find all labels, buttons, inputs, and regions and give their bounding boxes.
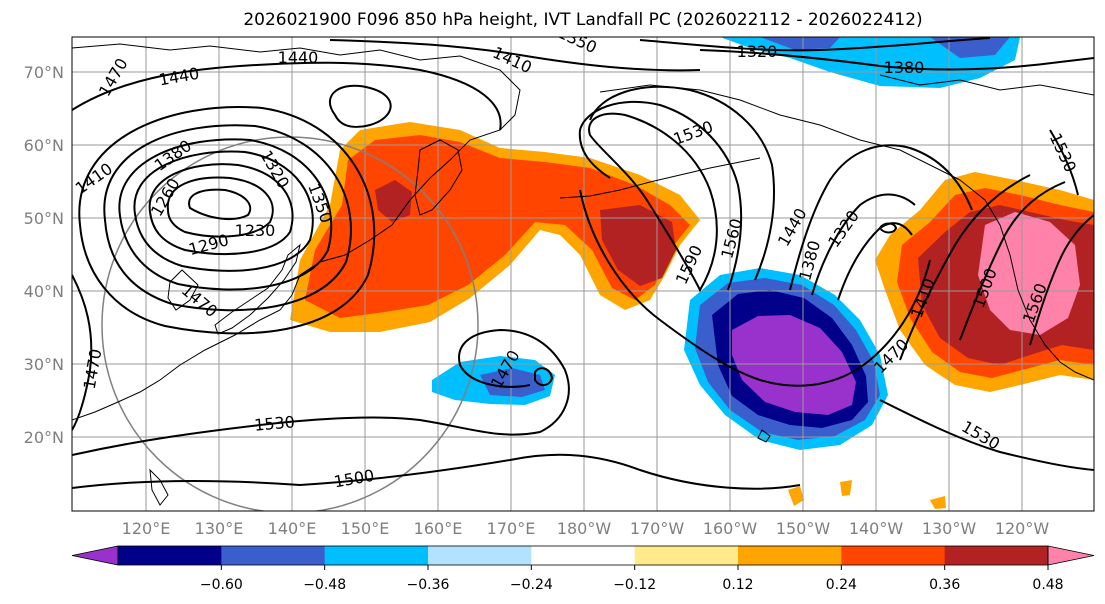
contour-1470-small <box>534 367 554 386</box>
lon-label: 170°W <box>630 519 685 538</box>
coast-hawaii <box>757 429 771 443</box>
figure-title: 2026021900 F096 850 hPa height, IVT Land… <box>243 10 922 30</box>
contour-label: 1380 <box>884 58 925 77</box>
contour-label: 1530 <box>253 412 295 434</box>
lon-label: 120°W <box>995 519 1050 538</box>
negative-region-south-core <box>480 368 545 397</box>
contour-label: 1440 <box>278 48 319 67</box>
lon-label: 150°E <box>341 519 390 538</box>
contour-1320-north <box>639 37 991 52</box>
negative-region-north-core <box>760 37 1010 58</box>
contour-1380-trough <box>811 193 916 296</box>
map-frame <box>71 36 1095 512</box>
lat-label: 40°N <box>24 282 64 301</box>
colorbar-segment <box>634 546 739 565</box>
colorbar-segment <box>428 546 532 565</box>
contour-1230 <box>188 188 252 221</box>
lat-label: 60°N <box>24 136 64 155</box>
contour-1350-small <box>878 222 898 234</box>
colorbar-extend-high <box>1047 545 1095 566</box>
latitude-labels: 70°N 60°N 50°N 40°N 30°N 20°N <box>24 63 64 447</box>
contour-label: 1320 <box>737 42 778 61</box>
contour-1320-low <box>133 150 314 272</box>
colorbar-tick-label: 0.24 <box>826 577 857 593</box>
lon-label: 170°E <box>487 519 536 538</box>
contour-1410-east <box>899 174 1031 361</box>
contour-1470-ridge <box>579 189 931 387</box>
colorbar-segment <box>221 546 326 565</box>
lon-label: 180°W <box>557 519 612 538</box>
contour-1560 <box>578 100 743 291</box>
colorbar-segment <box>118 546 222 565</box>
contour-1470-west <box>72 274 93 431</box>
contour-1440-ridge <box>72 61 502 131</box>
contour-1290 <box>148 163 294 255</box>
colorbar-segment <box>531 546 636 565</box>
lon-label: 140°E <box>268 519 317 538</box>
contour-1410-low <box>78 106 376 335</box>
colorbar-tick-label: −0.24 <box>510 577 553 593</box>
colorbar: −0.60 −0.48 −0.36 −0.24 −0.12 0.12 0.24 0.36 0.4… <box>71 545 1095 593</box>
negative-region-central-core <box>732 315 856 415</box>
positive-region-west-core-a <box>375 180 412 222</box>
colorbar-tick-label: −0.12 <box>613 577 656 593</box>
coast-philippines <box>149 468 169 506</box>
colorbar-tick-label: 0.48 <box>1032 577 1063 593</box>
lat-label: 50°N <box>24 209 64 228</box>
lon-label: 130°E <box>195 519 244 538</box>
contour-1380-north <box>699 49 1094 71</box>
longitude-labels: 120°E 130°E 140°E 150°E 160°E 170°E 180°… <box>122 519 1050 538</box>
colorbar-segment <box>841 546 946 565</box>
colorbar-segment <box>738 546 842 565</box>
colorbar-tick-label: 0.12 <box>722 577 753 593</box>
coast-kamchatka <box>414 139 463 216</box>
contour-1590 <box>588 112 718 293</box>
positive-region-west-mid <box>305 135 690 318</box>
contour-1350-closed <box>329 84 392 128</box>
coast-china <box>72 294 293 421</box>
contour-1410-north <box>329 39 701 72</box>
contour-1500-south <box>72 453 801 490</box>
colorbar-tick-label: 0.36 <box>929 577 960 593</box>
contour-1530-mid <box>589 85 775 281</box>
lon-label: 130°W <box>922 519 977 538</box>
coast-asia-north <box>72 43 521 296</box>
contour-1500-east <box>959 181 1066 341</box>
lon-label: 160°E <box>414 519 463 538</box>
contour-1560-east <box>1029 214 1094 346</box>
colorbar-tick-label: −0.60 <box>200 577 243 593</box>
ivt-shading <box>290 37 1094 509</box>
positive-region-east-core <box>978 212 1080 335</box>
contour-1530-east <box>879 399 1094 471</box>
lat-label: 70°N <box>24 63 64 82</box>
coast-aleutians <box>559 157 761 199</box>
lon-label: 120°E <box>122 519 171 538</box>
coast-korea <box>167 269 199 311</box>
contour-1530-south <box>72 328 570 456</box>
colorbar-extend-low <box>71 545 119 566</box>
colorbar-segment <box>324 546 429 565</box>
lon-label: 150°W <box>776 519 831 538</box>
lon-label: 160°W <box>703 519 758 538</box>
map-panel: 1470 1440 1440 1410 1350 1320 1380 1530 … <box>72 37 1094 511</box>
contour-1440-trough <box>789 144 973 291</box>
contour-1260 <box>166 176 274 238</box>
lon-label: 140°W <box>849 519 904 538</box>
lat-label: 30°N <box>24 355 64 374</box>
coast-north-america <box>959 179 1094 381</box>
contour-1350-low <box>118 138 333 291</box>
contour-1530-ne <box>1049 129 1079 196</box>
coast-arctic <box>879 74 1094 96</box>
colorbar-tick-label: −0.48 <box>303 577 346 593</box>
coastlines <box>72 43 1094 506</box>
contour-label: 1230 <box>235 221 276 240</box>
colorbar-segment <box>944 546 1049 565</box>
colorbar-outline <box>117 545 1049 566</box>
lat-label: 20°N <box>24 428 64 447</box>
height-contours <box>72 37 1094 490</box>
contour-1380-low <box>103 124 352 312</box>
colorbar-tick-label: −0.36 <box>407 577 450 593</box>
